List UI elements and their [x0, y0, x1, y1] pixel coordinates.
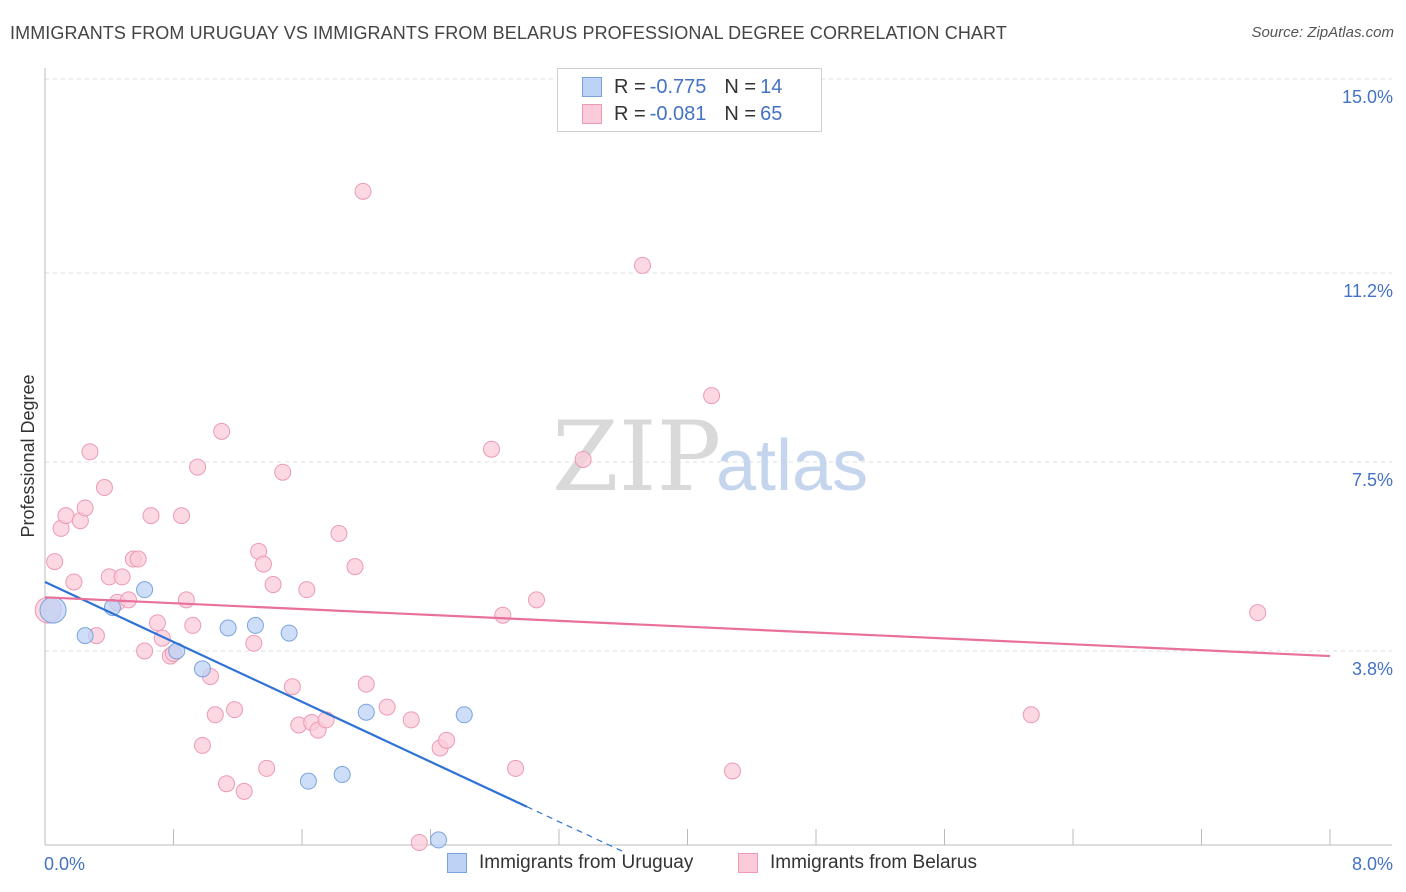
- belarus-point: [494, 606, 512, 624]
- belarus-point: [330, 524, 348, 542]
- belarus-point: [528, 591, 546, 609]
- belarus-point: [113, 568, 131, 586]
- legend-row-belarus: R = -0.081 N = 65: [582, 101, 782, 127]
- source-label: Source: ZipAtlas.com: [1251, 24, 1394, 41]
- belarus-point: [184, 616, 202, 634]
- correlation-legend: R = -0.775 N = 14 R = -0.081 N = 65: [557, 68, 822, 132]
- uruguay-point: [76, 627, 94, 645]
- belarus-point: [189, 458, 207, 476]
- belarus-point: [213, 422, 231, 440]
- belarus-point: [357, 675, 375, 693]
- belarus-point: [218, 775, 236, 793]
- watermark-atlas: atlas: [716, 426, 868, 506]
- legend-swatch-uruguay: [582, 77, 602, 97]
- belarus-point: [438, 731, 456, 749]
- chart-title: IMMIGRANTS FROM URUGUAY VS IMMIGRANTS FR…: [10, 23, 1007, 43]
- belarus-point: [264, 576, 282, 594]
- belarus-point: [76, 499, 94, 517]
- belarus-point: [193, 736, 211, 754]
- y-tick-labels: 3.8% 7.5% 11.2% 15.0%: [1342, 87, 1393, 679]
- belarus-trend-line: [44, 596, 1331, 658]
- bottom-legend-label-uruguay: Immigrants from Uruguay: [479, 852, 694, 873]
- uruguay-point: [280, 624, 298, 642]
- belarus-point: [298, 581, 316, 599]
- belarus-point: [206, 706, 224, 724]
- legend-n-value-uruguay: 14: [760, 75, 783, 98]
- belarus-points: [34, 182, 1267, 851]
- belarus-point: [703, 387, 721, 405]
- belarus-point: [254, 555, 272, 573]
- bottom-legend-swatch-uruguay: [447, 853, 467, 873]
- belarus-point: [129, 550, 147, 568]
- belarus-point: [507, 759, 525, 777]
- belarus-point: [410, 833, 428, 851]
- legend-r-label: R =: [614, 75, 646, 98]
- bottom-legend-belarus: Immigrants from Belarus: [738, 852, 977, 874]
- belarus-point: [235, 782, 253, 800]
- belarus-point: [354, 182, 372, 200]
- belarus-point: [1022, 706, 1040, 724]
- belarus-point: [283, 678, 301, 696]
- belarus-point: [81, 443, 99, 461]
- y-tick-label: 3.8%: [1352, 659, 1393, 679]
- belarus-point: [274, 463, 292, 481]
- belarus-point: [136, 642, 154, 660]
- uruguay-point: [136, 581, 154, 599]
- belarus-point: [173, 507, 191, 525]
- y-tick-label: 15.0%: [1342, 87, 1393, 107]
- uruguay-points: [39, 581, 473, 849]
- belarus-point: [402, 711, 420, 729]
- belarus-point: [378, 698, 396, 716]
- legend-swatch-belarus: [582, 104, 602, 124]
- belarus-point: [723, 762, 741, 780]
- y-tick-label: 7.5%: [1352, 470, 1393, 490]
- belarus-point: [245, 634, 263, 652]
- belarus-point: [226, 701, 244, 719]
- uruguay-point: [39, 596, 67, 624]
- belarus-point: [95, 479, 113, 497]
- belarus-point: [574, 450, 592, 468]
- uruguay-point: [357, 703, 375, 721]
- belarus-point: [346, 558, 364, 576]
- uruguay-point: [219, 619, 237, 637]
- legend-r-label: R =: [614, 102, 646, 125]
- belarus-point: [46, 553, 64, 571]
- belarus-point: [57, 507, 75, 525]
- x-tick-labels: 0.0% 8.0%: [44, 854, 1393, 874]
- trend-lines: [44, 581, 1331, 853]
- uruguay-point: [430, 831, 448, 849]
- uruguay-point: [333, 766, 351, 784]
- legend-r-value-belarus: -0.081: [649, 102, 707, 125]
- belarus-point: [1249, 604, 1267, 622]
- uruguay-point: [246, 616, 264, 634]
- belarus-point: [483, 440, 501, 458]
- belarus-point: [258, 759, 276, 777]
- bottom-legend-swatch-belarus: [738, 853, 758, 873]
- y-tick-label: 11.2%: [1343, 281, 1393, 301]
- x-tick-label-min: 0.0%: [44, 854, 85, 874]
- uruguay-point: [455, 706, 473, 724]
- belarus-point: [177, 591, 195, 609]
- legend-r-value-uruguay: -0.775: [649, 75, 707, 98]
- legend-n-label: N =: [724, 102, 757, 125]
- uruguay-point: [193, 660, 211, 678]
- uruguay-trend-extension: [526, 806, 624, 853]
- uruguay-trend-line: [44, 581, 528, 808]
- uruguay-point: [299, 772, 317, 790]
- gridlines: [45, 78, 1392, 652]
- x-tick-label-max: 8.0%: [1352, 854, 1393, 874]
- y-axis-label: Professional Degree: [18, 374, 38, 537]
- belarus-point: [65, 573, 83, 591]
- legend-n-label: N =: [724, 75, 757, 98]
- bottom-legend-label-belarus: Immigrants from Belarus: [770, 852, 977, 873]
- legend-n-value-belarus: 65: [760, 102, 783, 125]
- bottom-legend-uruguay: Immigrants from Uruguay: [447, 852, 693, 874]
- belarus-point: [634, 256, 652, 274]
- belarus-point: [148, 614, 166, 632]
- belarus-point: [142, 507, 160, 525]
- legend-row-uruguay: R = -0.775 N = 14: [582, 74, 782, 100]
